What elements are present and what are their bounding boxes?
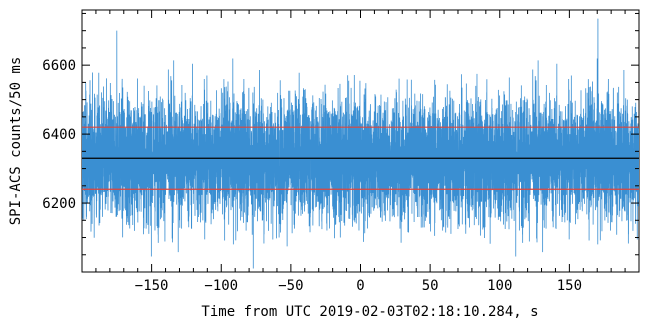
axis-ticks: −150 −100 −50 0 50 100 150 6200 6400 6600	[42, 10, 639, 294]
series-layer	[82, 18, 639, 269]
x-tick-label: −100	[204, 278, 238, 294]
x-tick-label: 150	[557, 278, 582, 294]
x-tick-label: 50	[422, 278, 439, 294]
y-tick-label: 6200	[42, 196, 76, 212]
light-curve-series	[82, 18, 639, 269]
y-axis-label: SPI-ACS counts/50 ms	[8, 57, 24, 226]
reference-lines	[82, 126, 639, 190]
x-tick-label: 100	[487, 278, 512, 294]
y-tick-label: 6600	[42, 58, 76, 74]
x-tick-label: −50	[278, 278, 303, 294]
y-tick-label: 6400	[42, 127, 76, 143]
x-tick-label: −150	[135, 278, 169, 294]
x-axis-label: Time from UTC 2019-02-03T02:18:10.284, s	[201, 304, 538, 320]
x-tick-label: 0	[356, 278, 364, 294]
